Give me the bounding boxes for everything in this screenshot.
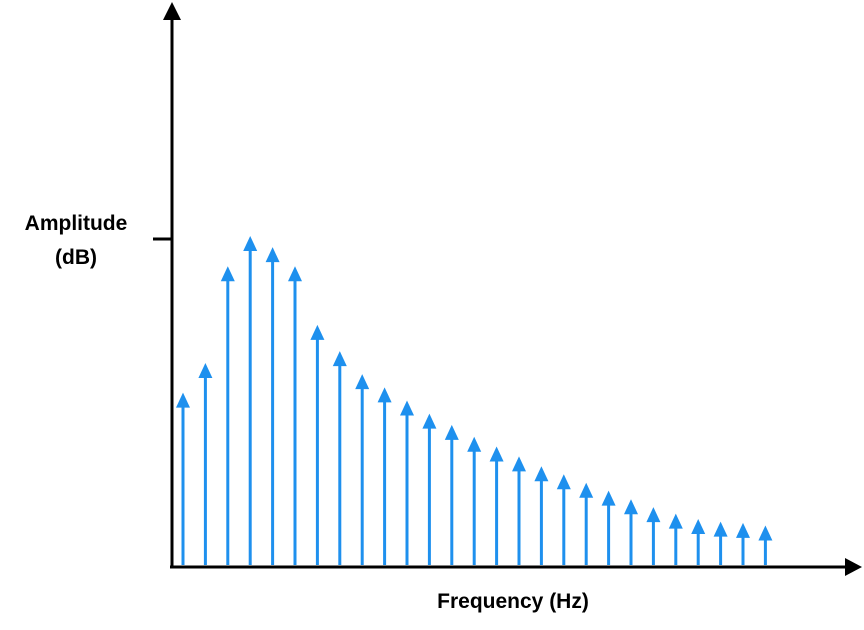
stem-9 xyxy=(355,374,370,565)
stem-16 xyxy=(512,456,526,565)
stem-6 xyxy=(288,266,302,565)
axes xyxy=(153,2,862,576)
stem-7 xyxy=(310,324,325,565)
stem-17 xyxy=(534,466,549,565)
stem-arrowhead xyxy=(512,456,526,472)
stem-arrowhead xyxy=(601,490,616,506)
stem-arrowhead xyxy=(691,518,706,534)
stem-10 xyxy=(377,387,392,565)
x-axis-arrowhead xyxy=(845,558,862,576)
stem-arrowhead xyxy=(220,266,235,282)
y-axis-arrowhead xyxy=(163,2,181,20)
stem-arrowhead xyxy=(355,374,370,390)
y-axis-label-line2: (dB) xyxy=(55,246,97,269)
stem-3 xyxy=(220,266,235,565)
stem-2 xyxy=(198,362,213,565)
stem-arrowhead xyxy=(624,499,638,515)
stem-arrowhead xyxy=(377,387,392,403)
stem-24 xyxy=(691,518,706,565)
stem-arrowhead xyxy=(556,474,571,490)
stem-11 xyxy=(400,400,414,565)
stem-arrowhead xyxy=(534,466,549,482)
stem-27 xyxy=(758,525,773,565)
stem-4 xyxy=(243,236,258,565)
stem-arrowhead xyxy=(310,324,325,340)
stem-12 xyxy=(422,413,437,565)
stem-arrowhead xyxy=(668,513,683,529)
stem-19 xyxy=(579,482,594,565)
stem-arrowhead xyxy=(176,392,190,408)
stem-arrowhead xyxy=(400,400,414,416)
stem-23 xyxy=(668,513,683,565)
stem-25 xyxy=(713,521,728,565)
stems-group xyxy=(176,236,773,565)
x-axis-label: Frequency (Hz) xyxy=(437,590,589,613)
stem-arrowhead xyxy=(243,236,258,251)
stem-arrowhead xyxy=(713,521,728,537)
stem-20 xyxy=(601,490,616,565)
stem-15 xyxy=(489,446,504,565)
stem-14 xyxy=(467,436,482,565)
stem-arrowhead xyxy=(467,436,482,452)
stem-5 xyxy=(265,247,280,565)
stem-arrowhead xyxy=(198,362,213,378)
stem-arrowhead xyxy=(579,482,594,498)
stem-arrowhead xyxy=(646,507,661,523)
stem-arrowhead xyxy=(736,522,750,538)
stem-arrowhead xyxy=(422,413,437,429)
stem-arrowhead xyxy=(332,351,347,367)
stem-arrowhead xyxy=(288,266,302,282)
stem-26 xyxy=(736,522,750,565)
stem-18 xyxy=(556,474,571,565)
stem-1 xyxy=(176,392,190,565)
stem-8 xyxy=(332,351,347,565)
stem-arrowhead xyxy=(444,424,459,440)
y-axis-label-line1: Amplitude xyxy=(25,212,128,235)
stem-arrowhead xyxy=(758,525,773,541)
stem-arrowhead xyxy=(265,247,280,263)
stem-22 xyxy=(646,507,661,565)
stem-13 xyxy=(444,424,459,565)
stem-arrowhead xyxy=(489,446,504,462)
stem-21 xyxy=(624,499,638,565)
